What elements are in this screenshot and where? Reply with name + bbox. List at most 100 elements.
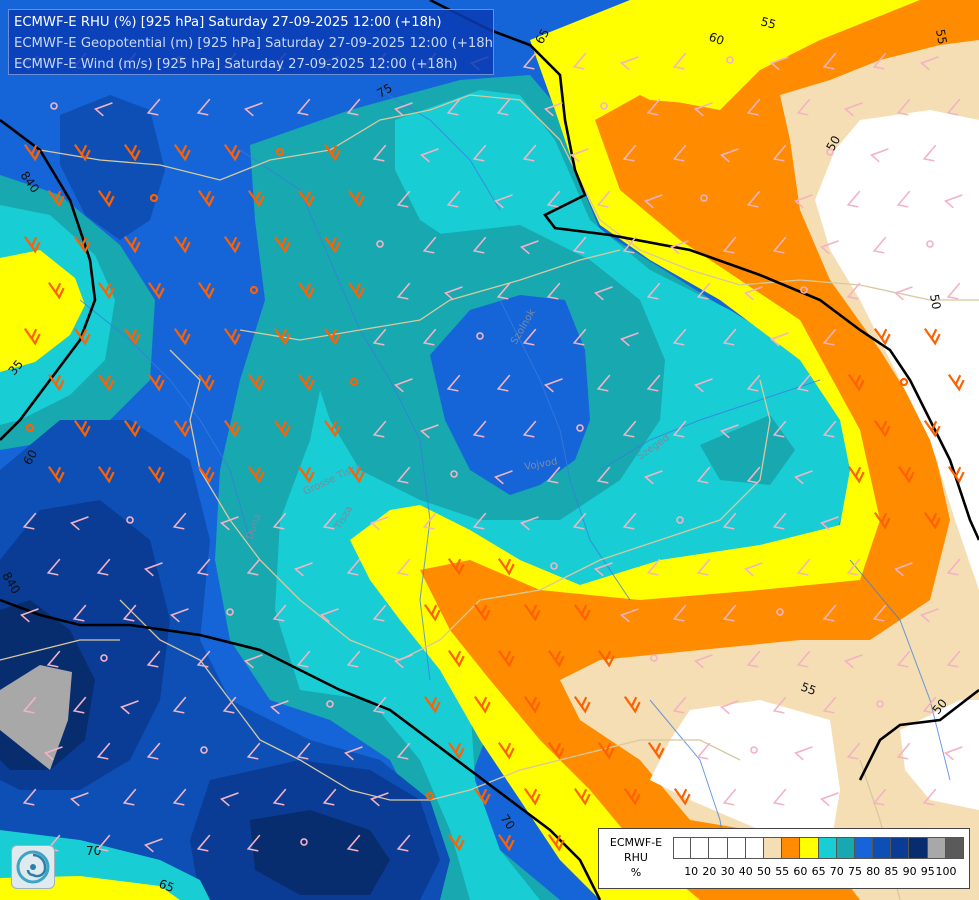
wind-barb-glyph [96, 742, 111, 760]
legend-swatch [836, 837, 855, 859]
wind-barb-glyph [46, 650, 61, 668]
wind-barb [593, 286, 613, 301]
wind-barb-glyph [23, 143, 41, 162]
wind-barb [146, 98, 161, 116]
wind-barb-glyph [819, 792, 839, 807]
wind-barb-glyph [769, 332, 789, 347]
wind-barb-glyph [272, 512, 287, 530]
wind-barb [50, 102, 58, 110]
wind-barb-glyph [223, 419, 241, 438]
wind-barb-glyph [522, 420, 537, 438]
wind-barb-glyph [173, 235, 191, 254]
wind-barb [423, 695, 441, 714]
wind-barb [622, 144, 637, 162]
wind-barb [722, 604, 737, 622]
wind-barb [197, 189, 215, 208]
wind-barb [493, 470, 513, 485]
wind-barb-glyph [672, 604, 687, 622]
wind-barb [573, 695, 591, 714]
legend-tick-label: 70 [829, 865, 844, 878]
wind-barb [396, 466, 411, 484]
wind-barb-glyph [273, 327, 291, 346]
wind-barb [597, 649, 615, 668]
wind-barb [822, 604, 837, 622]
wind-barb-glyph [473, 695, 491, 714]
wind-barb [372, 328, 387, 346]
ecmwf-swirl-logo-icon[interactable] [11, 845, 55, 889]
wind-barb-glyph [23, 235, 41, 254]
wind-barb-glyph [472, 144, 487, 162]
wind-barb-glyph [523, 787, 541, 806]
wind-barb [523, 695, 541, 714]
wind-barb [743, 562, 763, 577]
wind-barb-glyph [297, 373, 315, 392]
wind-barb-glyph [419, 424, 439, 439]
rh-region-yellow-notch [600, 25, 740, 105]
wind-barb-glyph [376, 240, 384, 248]
wind-barb [173, 419, 191, 438]
wind-barb [772, 512, 787, 530]
wind-barb-glyph [572, 236, 587, 254]
wind-barb-glyph [793, 194, 813, 209]
wind-barb [923, 327, 941, 346]
wind-barb [600, 102, 608, 110]
wind-barb-glyph [19, 608, 39, 623]
wind-barb-glyph [646, 558, 661, 576]
wind-barb [223, 419, 241, 438]
wind-barb [22, 696, 37, 714]
wind-barb-glyph [746, 374, 761, 392]
wind-barb-glyph [372, 696, 387, 714]
legend-tick-label: 30 [720, 865, 735, 878]
wind-barb [243, 654, 263, 669]
wind-barb [493, 194, 513, 209]
wind-barb-glyph [847, 465, 865, 484]
wind-barb [172, 788, 187, 806]
wind-barb [22, 512, 37, 530]
wind-barb-glyph [272, 604, 287, 622]
wind-barb [722, 236, 737, 254]
legend-swatch [945, 837, 964, 859]
wind-barb-glyph [922, 696, 937, 714]
wind-barb-glyph [693, 102, 713, 117]
rh-region-nw-80-85 [60, 95, 165, 240]
wind-barb-glyph [96, 558, 111, 576]
wind-barb-glyph [222, 696, 237, 714]
wind-barb [772, 144, 787, 162]
wind-barb-glyph [669, 240, 689, 255]
wind-barb [676, 516, 684, 524]
wind-barb [769, 332, 789, 347]
wind-barb [69, 792, 89, 807]
wind-barb-glyph [93, 102, 113, 117]
wind-barb-glyph [593, 286, 613, 301]
wind-barb-glyph [322, 788, 337, 806]
wind-barb [476, 332, 484, 340]
wind-barb-glyph [296, 742, 311, 760]
wind-barb-glyph [396, 834, 411, 852]
wind-barb-glyph [843, 102, 863, 117]
wind-barb-glyph [349, 377, 359, 387]
wind-barb [119, 700, 139, 715]
wind-barb [673, 787, 691, 806]
wind-barb-glyph [943, 746, 963, 761]
wind-barb-glyph [693, 654, 713, 669]
wind-barb-glyph [493, 470, 513, 485]
wind-barb-glyph [622, 236, 637, 254]
wind-barb-glyph [473, 787, 491, 806]
wind-barb [369, 792, 389, 807]
wind-barb [573, 787, 591, 806]
wind-barb-glyph [696, 742, 711, 760]
wind-barb-glyph [219, 792, 239, 807]
wind-barb-glyph [547, 741, 565, 760]
wind-barb [243, 102, 263, 117]
wind-barb [372, 696, 387, 714]
wind-barb-glyph [793, 746, 813, 761]
wind-barb [297, 189, 315, 208]
rh-region-south-90-95 [250, 810, 390, 895]
wind-barb-glyph [422, 512, 437, 530]
wind-barb [473, 695, 491, 714]
wind-barb-glyph [173, 419, 191, 438]
legend-title-unit: % [630, 866, 642, 879]
legend-tick-label: 65 [811, 865, 826, 878]
wind-barb-glyph [796, 374, 811, 392]
